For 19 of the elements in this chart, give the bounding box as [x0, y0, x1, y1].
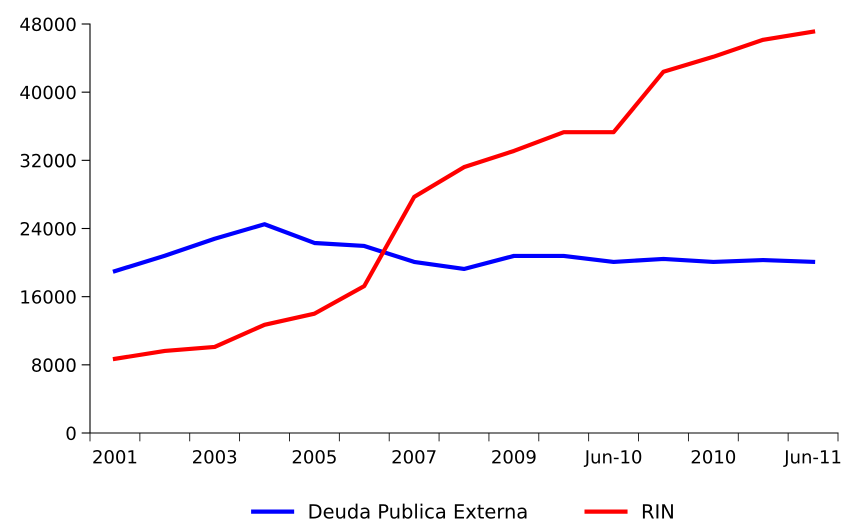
line-series [112, 30, 816, 361]
line-series [112, 222, 816, 274]
y-tick-label: 8000 [32, 358, 76, 372]
x-tick-label: Jun-10 [584, 450, 642, 467]
legend-label: RIN [642, 504, 673, 518]
x-tick-label: 2009 [492, 450, 536, 464]
y-tick-label: 24000 [20, 222, 76, 236]
y-tick-label: 32000 [20, 154, 76, 168]
y-tick-label: 0 [66, 426, 76, 440]
x-tick-label: 2005 [292, 450, 336, 464]
y-tick-label: 48000 [20, 17, 76, 32]
x-tick-label: 2003 [193, 450, 236, 464]
legend-label: Deuda Publica Externa [310, 504, 526, 519]
y-tick-label: 16000 [21, 290, 76, 304]
x-tick-label: 2010 [692, 450, 736, 464]
x-tick-label: 2007 [392, 450, 436, 464]
x-tick-label: 2001 [93, 450, 136, 464]
x-tick-label: Jun-11 [783, 450, 840, 467]
y-tick-label: 40000 [20, 86, 76, 100]
